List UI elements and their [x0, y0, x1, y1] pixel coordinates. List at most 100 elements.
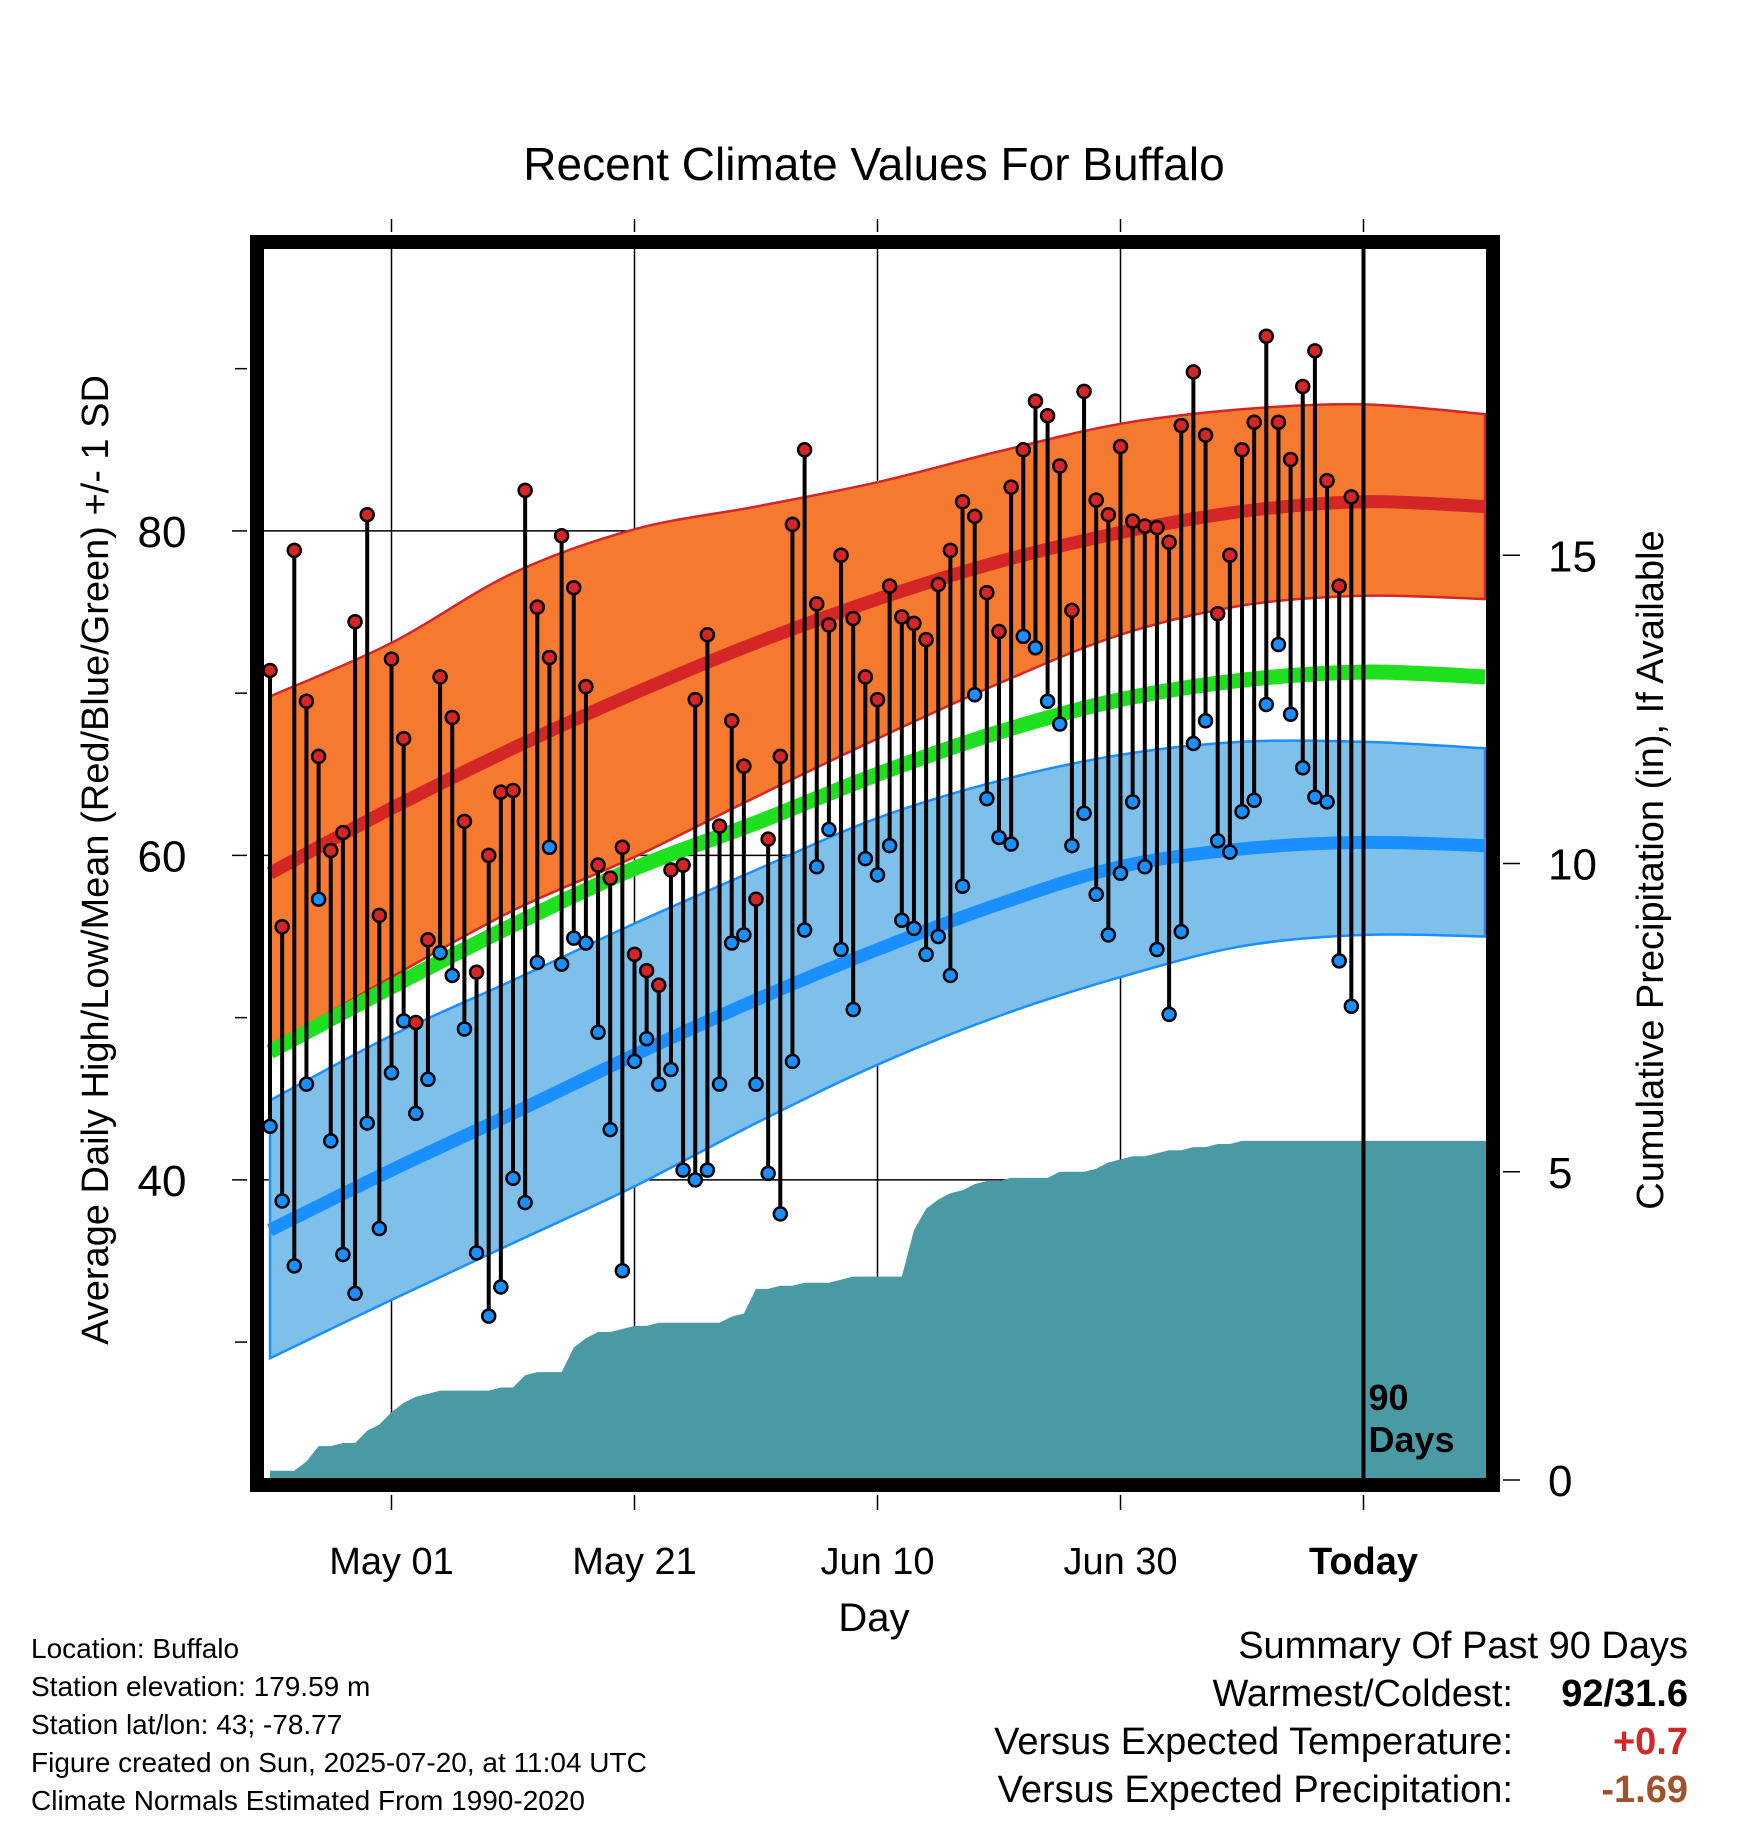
- daily-low-point: [954, 878, 971, 894]
- daily-low-point: [1076, 805, 1092, 821]
- warm-cold-row: Warmest/Coldest: 92/31.6: [994, 1670, 1688, 1718]
- daily-low-point: [432, 944, 448, 961]
- daily-low-point: [274, 1193, 290, 1209]
- daily-low-point: [942, 967, 959, 984]
- daily-low-point: [505, 1170, 521, 1186]
- daily-low-point: [1209, 833, 1226, 849]
- daily-high-point: [1064, 602, 1080, 619]
- daily-high-point: [699, 626, 716, 643]
- daily-high-point: [1052, 458, 1068, 474]
- daily-high-point: [1209, 605, 1226, 622]
- daily-high-point: [638, 962, 655, 979]
- daily-low-point: [1015, 628, 1032, 645]
- daily-low-point: [1027, 639, 1044, 656]
- daily-low-point: [748, 1076, 764, 1092]
- daily-low-point: [1258, 696, 1275, 713]
- daily-low-point: [578, 935, 594, 951]
- daily-low-point: [1282, 706, 1299, 722]
- daily-high-point: [517, 482, 533, 499]
- daily-low-point: [1149, 941, 1165, 958]
- precip-departure-label: Versus Expected Precipitation:: [997, 1769, 1513, 1811]
- daily-low-point: [1124, 794, 1141, 810]
- daily-low-point: [408, 1105, 424, 1122]
- daily-high-point: [1234, 442, 1250, 458]
- daily-low-point: [1319, 794, 1335, 810]
- daily-high-point: [383, 651, 400, 667]
- daily-low-point: [420, 1071, 436, 1088]
- daily-low-point: [323, 1133, 339, 1149]
- warm-cold-label: Warmest/Coldest:: [1212, 1673, 1513, 1715]
- daily-low-point: [906, 920, 922, 937]
- today-days-number: 90: [1369, 1377, 1409, 1418]
- daily-high-point: [468, 964, 485, 980]
- location-text: Location: Buffalo: [31, 1633, 240, 1664]
- daily-observations: [262, 328, 1360, 1324]
- daily-high-point: [1282, 451, 1299, 468]
- daily-low-point: [651, 1076, 667, 1092]
- x-tick-label: May 21: [572, 1541, 697, 1583]
- daily-low-point: [760, 1165, 776, 1182]
- daily-low-point: [493, 1279, 509, 1295]
- daily-low-point: [1246, 792, 1262, 808]
- daily-low-point: [699, 1162, 716, 1178]
- daily-high-point: [505, 782, 521, 799]
- summary-title: Summary Of Past 90 Days: [1238, 1625, 1688, 1667]
- created-text: Figure created on Sun, 2025-07-20, at 11…: [31, 1747, 647, 1778]
- daily-high-point: [529, 599, 546, 615]
- daily-high-point: [1088, 492, 1104, 508]
- daily-high-point: [408, 1014, 424, 1031]
- daily-low-point: [541, 839, 558, 856]
- daily-high-point: [1185, 364, 1202, 380]
- precip-departure-value: -1.69: [1601, 1769, 1688, 1811]
- daily-low-point: [1270, 636, 1287, 653]
- daily-high-point: [1003, 479, 1019, 495]
- daily-high-point: [954, 493, 971, 510]
- daily-high-point: [335, 824, 351, 841]
- daily-high-point: [444, 709, 460, 726]
- daily-low-point: [966, 687, 983, 703]
- daily-high-point: [298, 693, 315, 710]
- y-axis: 40 60 80: [138, 367, 247, 1343]
- daily-low-point: [1173, 923, 1189, 940]
- chart-title: Recent Climate Values For Buffalo: [523, 138, 1224, 190]
- y-tick-label: 40: [138, 1157, 187, 1206]
- daily-high-point: [395, 730, 412, 747]
- daily-low-point: [772, 1206, 789, 1222]
- daily-high-point: [869, 691, 886, 708]
- y2-axis-label: Cumulative Precipitation (in), If Availa…: [1630, 530, 1672, 1209]
- daily-low-point: [881, 837, 898, 854]
- daily-high-point: [906, 615, 922, 632]
- daily-low-point: [918, 946, 934, 963]
- x-tick-label: Jun 10: [820, 1541, 934, 1583]
- daily-low-point: [602, 1121, 618, 1138]
- y2-tick-label: 0: [1548, 1457, 1572, 1506]
- daily-low-point: [1343, 998, 1360, 1015]
- daily-high-point: [626, 946, 643, 963]
- daily-high-point: [1173, 417, 1189, 434]
- daily-low-point: [979, 790, 995, 807]
- daily-high-point: [918, 631, 934, 648]
- daily-high-point: [711, 818, 728, 834]
- daily-low-point: [869, 867, 886, 883]
- daily-high-point: [310, 748, 327, 765]
- daily-high-point: [493, 784, 509, 800]
- daily-high-point: [1319, 472, 1335, 489]
- daily-low-point: [626, 1053, 643, 1070]
- daily-low-point: [796, 922, 813, 938]
- daily-low-point: [1222, 844, 1238, 860]
- daily-high-point: [821, 617, 837, 633]
- daily-high-point: [966, 508, 983, 525]
- daily-low-point: [347, 1285, 363, 1302]
- daily-low-point: [1003, 836, 1019, 852]
- daily-low-point: [286, 1258, 303, 1274]
- x-tick-label: Jun 30: [1063, 1541, 1177, 1583]
- daily-high-point: [772, 748, 789, 765]
- daily-high-point: [541, 649, 558, 666]
- daily-low-point: [590, 1024, 606, 1040]
- y-tick-label: 80: [138, 508, 187, 557]
- temp-departure-value: +0.7: [1612, 1721, 1688, 1763]
- daily-high-point: [286, 542, 303, 559]
- daily-high-point: [262, 662, 278, 679]
- daily-high-point: [1258, 328, 1275, 344]
